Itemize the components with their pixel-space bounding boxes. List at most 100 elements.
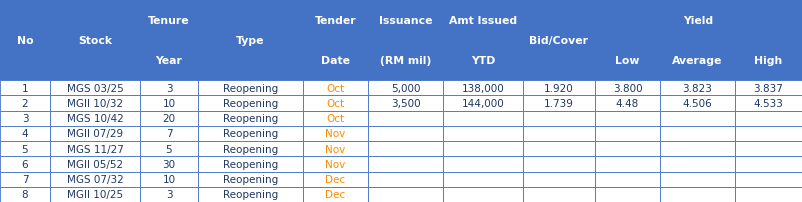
- Text: 10: 10: [163, 174, 176, 184]
- Text: 3: 3: [166, 83, 172, 93]
- Bar: [303, 81, 368, 96]
- Bar: [140, 126, 198, 141]
- Text: Tender: Tender: [314, 16, 356, 26]
- Bar: [443, 141, 523, 157]
- Bar: [595, 187, 660, 202]
- Text: 5: 5: [166, 144, 172, 154]
- Text: (RM mil): (RM mil): [380, 56, 431, 66]
- Bar: [660, 172, 735, 187]
- Bar: [140, 157, 198, 172]
- Text: MGS 03/25: MGS 03/25: [67, 83, 124, 93]
- Text: Reopening: Reopening: [223, 159, 278, 169]
- Text: 1: 1: [22, 83, 28, 93]
- Text: Reopening: Reopening: [223, 114, 278, 124]
- Bar: [735, 141, 802, 157]
- Bar: [140, 172, 198, 187]
- Bar: [595, 172, 660, 187]
- Bar: [198, 96, 303, 111]
- Bar: [0, 126, 50, 141]
- Text: Bid/Cover: Bid/Cover: [529, 35, 589, 45]
- Text: Stock: Stock: [78, 35, 112, 45]
- Bar: [660, 81, 735, 96]
- Bar: [50, 141, 140, 157]
- Text: Oct: Oct: [326, 99, 345, 108]
- Bar: [303, 96, 368, 111]
- Bar: [735, 172, 802, 187]
- Text: MGS 10/42: MGS 10/42: [67, 114, 124, 124]
- Bar: [50, 0, 140, 81]
- Text: 3,500: 3,500: [391, 99, 420, 108]
- Text: YTD: YTD: [471, 56, 495, 66]
- Text: Amt Issued: Amt Issued: [449, 16, 517, 26]
- Text: 8: 8: [22, 189, 28, 199]
- Bar: [368, 172, 443, 187]
- Text: Low: Low: [615, 56, 640, 66]
- Bar: [660, 41, 735, 81]
- Bar: [0, 141, 50, 157]
- Text: MGII 07/29: MGII 07/29: [67, 129, 123, 139]
- Text: Nov: Nov: [326, 129, 346, 139]
- Bar: [660, 187, 735, 202]
- Text: 10: 10: [163, 99, 176, 108]
- Bar: [140, 81, 198, 96]
- Bar: [368, 41, 443, 81]
- Bar: [735, 111, 802, 126]
- Bar: [523, 172, 595, 187]
- Text: Nov: Nov: [326, 159, 346, 169]
- Bar: [735, 187, 802, 202]
- Text: 7: 7: [166, 129, 172, 139]
- Bar: [595, 41, 660, 81]
- Bar: [595, 0, 802, 41]
- Text: Reopening: Reopening: [223, 129, 278, 139]
- Text: Dec: Dec: [326, 174, 346, 184]
- Text: 7: 7: [22, 174, 28, 184]
- Bar: [735, 96, 802, 111]
- Text: 3: 3: [166, 189, 172, 199]
- Text: 1.920: 1.920: [544, 83, 574, 93]
- Text: 2: 2: [22, 99, 28, 108]
- Bar: [443, 187, 523, 202]
- Text: 144,000: 144,000: [462, 99, 504, 108]
- Text: 4: 4: [22, 129, 28, 139]
- Text: Oct: Oct: [326, 114, 345, 124]
- Bar: [198, 187, 303, 202]
- Bar: [443, 41, 523, 81]
- Bar: [368, 157, 443, 172]
- Bar: [198, 81, 303, 96]
- Bar: [368, 111, 443, 126]
- Bar: [443, 81, 523, 96]
- Bar: [368, 0, 443, 41]
- Text: MGS 07/32: MGS 07/32: [67, 174, 124, 184]
- Bar: [303, 111, 368, 126]
- Bar: [443, 96, 523, 111]
- Bar: [735, 126, 802, 141]
- Text: 20: 20: [163, 114, 176, 124]
- Bar: [443, 126, 523, 141]
- Bar: [303, 126, 368, 141]
- Bar: [50, 126, 140, 141]
- Bar: [140, 96, 198, 111]
- Bar: [368, 96, 443, 111]
- Bar: [660, 126, 735, 141]
- Bar: [140, 111, 198, 126]
- Text: 30: 30: [163, 159, 176, 169]
- Text: Date: Date: [321, 56, 350, 66]
- Bar: [660, 141, 735, 157]
- Bar: [303, 0, 368, 41]
- Bar: [443, 111, 523, 126]
- Bar: [660, 96, 735, 111]
- Text: Reopening: Reopening: [223, 99, 278, 108]
- Bar: [523, 157, 595, 172]
- Bar: [523, 0, 595, 81]
- Bar: [0, 96, 50, 111]
- Bar: [443, 0, 523, 41]
- Bar: [595, 126, 660, 141]
- Text: MGS 11/27: MGS 11/27: [67, 144, 124, 154]
- Bar: [140, 0, 198, 41]
- Text: Yield: Yield: [683, 16, 714, 26]
- Bar: [198, 111, 303, 126]
- Bar: [0, 81, 50, 96]
- Text: Reopening: Reopening: [223, 83, 278, 93]
- Text: Reopening: Reopening: [223, 174, 278, 184]
- Bar: [303, 187, 368, 202]
